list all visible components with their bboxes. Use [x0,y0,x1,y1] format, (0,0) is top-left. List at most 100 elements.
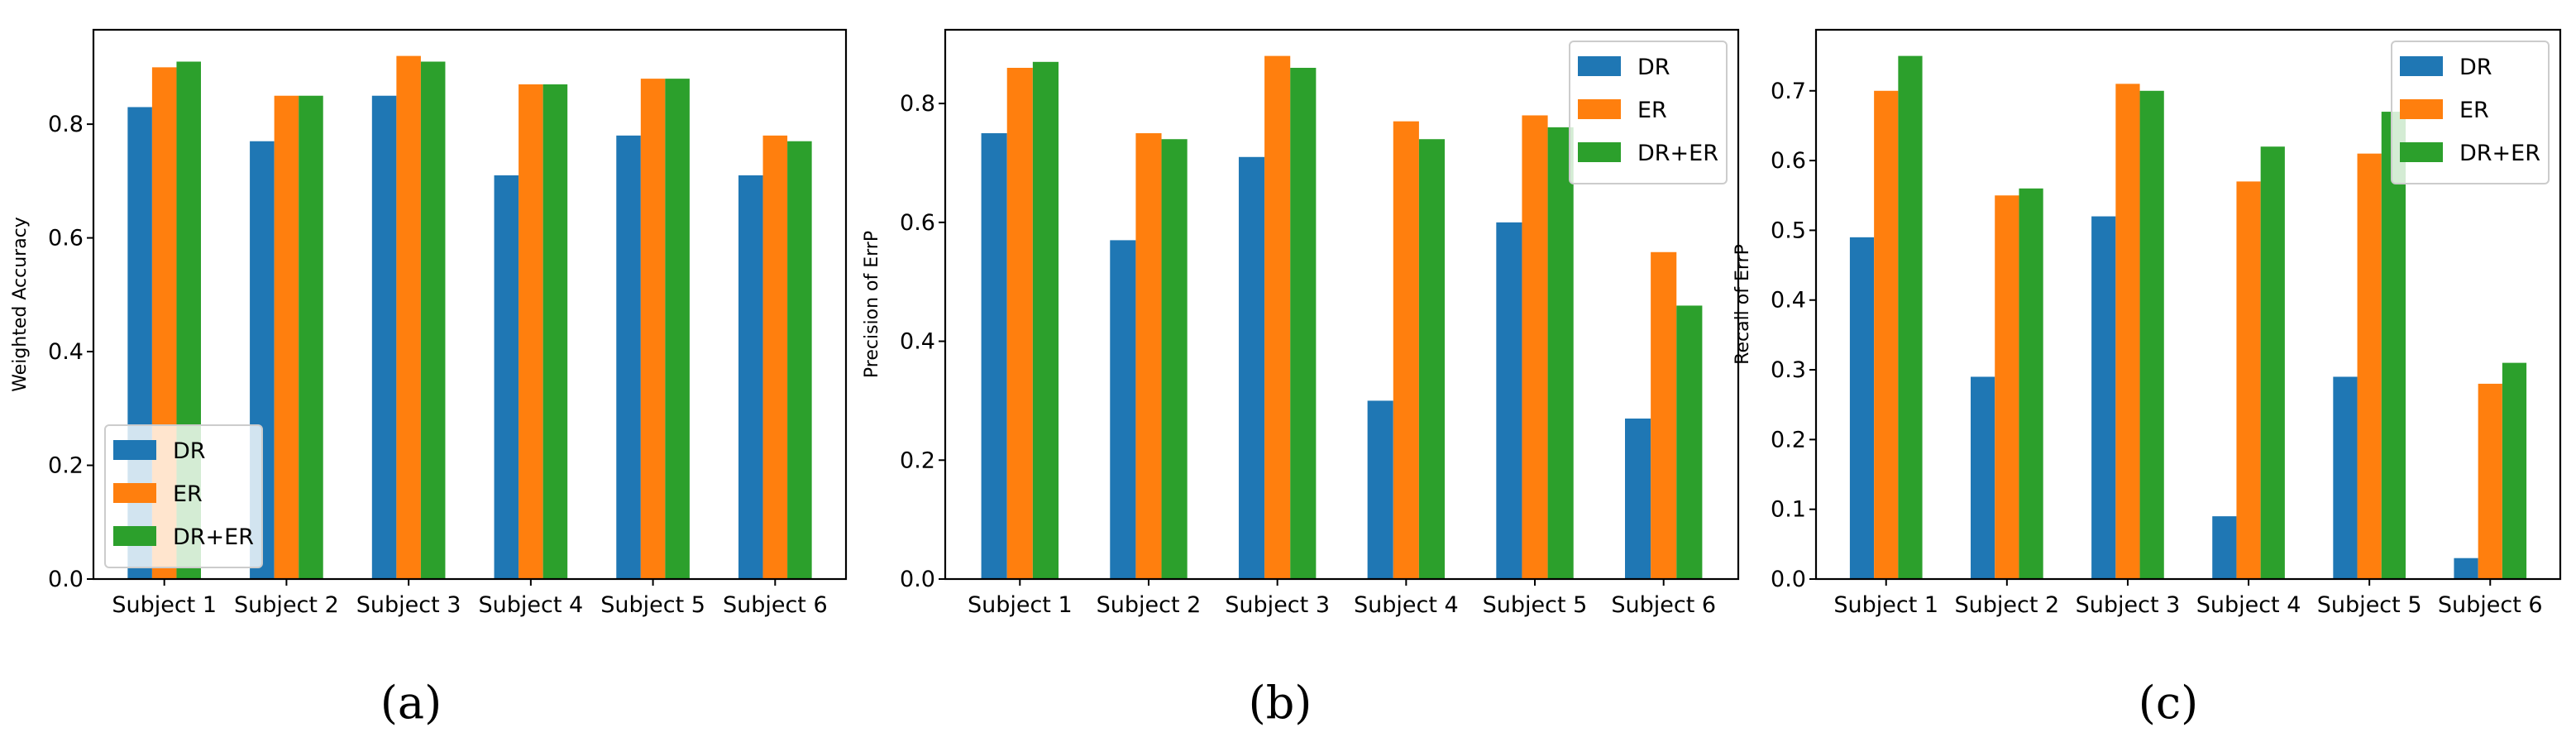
bar-er-5 [1522,115,1548,579]
y-tick-label: 0.2 [1771,427,1806,452]
legend-swatch-er [2400,99,2443,119]
subfigure-caption: (b) [1249,677,1312,729]
bar-er-6 [762,135,788,579]
y-tick-label: 0.8 [48,112,84,137]
bar-dr-3 [1238,156,1265,579]
bar-er-3 [1264,55,1291,580]
bar-er-4 [519,84,543,580]
legend: DR ER DR+ER [2391,41,2550,184]
legend-swatch-dr [1578,56,1621,76]
bar-dr-5 [2333,376,2358,579]
bar-dr-er-3 [2139,90,2164,580]
bar-dr-5 [1496,222,1522,579]
y-tick-label: 0.0 [1771,567,1806,592]
bar-dr-6 [2454,558,2478,579]
subfigure-caption: (c) [2139,677,2198,729]
bar-dr-2 [1971,376,1995,579]
y-tick-label: 0.6 [1771,148,1806,174]
x-tick-label: Subject 5 [1483,592,1588,618]
legend-label: DR+ER [173,524,254,550]
y-tick-label: 0.8 [900,91,935,117]
y-axis-label: Precision of ErrP [862,231,882,378]
bar-er-2 [1995,195,2019,579]
bar-dr-er-4 [2260,146,2285,579]
bar-dr-2 [1110,240,1136,579]
chart-b: 0.0 0.2 0.4 0.6 0.8 Subject 1 Subject 2 Subject… [862,28,1740,729]
legend-label: DR+ER [2459,141,2540,166]
bar-dr-er-4 [542,84,568,580]
bar-dr-er-2 [2019,188,2043,580]
legend-swatch-er [113,483,156,503]
bar-dr-er-2 [299,95,323,580]
legend-label: ER [173,481,203,507]
bar-dr-3 [2091,216,2116,579]
legend-swatch-dr-er [2400,142,2443,162]
chart-c: 0.0 0.1 0.2 0.3 0.4 0.5 0.6 0.7 Subject 1 Subject… [1732,28,2562,729]
legend-label: DR [173,438,206,464]
subfigure-caption: (a) [380,677,442,729]
legend: DR ER DR+ER [1569,41,1728,184]
bar-dr-er-2 [1161,139,1188,580]
x-tick-label: Subject 1 [968,592,1073,618]
x-tick-label: Subject 6 [723,592,828,618]
bar-er-2 [1135,133,1162,580]
bar-er-6 [1651,251,1677,579]
bar-er-3 [2115,84,2140,580]
y-tick-label: 0.1 [1771,497,1806,523]
x-tick-label: Subject 2 [1954,592,2059,618]
x-tick-label: Subject 1 [112,592,217,618]
y-tick-label: 0.5 [1771,218,1806,243]
x-tick-label: Subject 4 [2196,592,2301,618]
bar-dr-6 [738,175,763,580]
x-tick-label: Subject 1 [1833,592,1938,618]
legend-swatch-dr-er [113,526,156,546]
bar-dr-er-6 [2502,362,2527,579]
legend-label: DR [2459,55,2492,80]
bar-dr-4 [2212,516,2237,579]
x-tick-label: Subject 5 [600,592,705,618]
bar-er-1 [1006,67,1033,580]
y-tick-label: 0.4 [900,329,935,355]
bar-dr-er-5 [1547,127,1574,580]
bar-er-1 [1874,90,1899,580]
axes-frame [92,28,848,581]
x-tick-label: Subject 4 [479,592,584,618]
legend-swatch-er [1578,99,1621,119]
x-tick-label: Subject 2 [234,592,339,618]
y-tick-label: 0.2 [48,453,84,479]
bar-er-4 [2236,181,2261,579]
y-tick-label: 0.0 [900,567,935,592]
y-axis-label: Weighted Accuracy [10,217,31,392]
x-tick-label: Subject 6 [1611,592,1716,618]
y-tick-label: 0.4 [48,339,84,365]
bar-er-5 [2357,153,2382,579]
legend-label: ER [1637,98,1667,123]
bar-dr-er-6 [787,141,812,580]
y-axis-label: Recall of ErrP [1732,244,1753,365]
x-tick-label: Subject 5 [2317,592,2422,618]
y-tick-label: 0.6 [900,210,935,236]
bar-dr-er-1 [1032,61,1059,580]
chart-a: 0.0 0.2 0.4 0.6 0.8 Subject 1 Subject 2 Subject… [10,28,848,729]
bar-dr-er-5 [665,79,690,579]
bar-dr-er-6 [1676,305,1703,579]
legend-label: DR [1637,55,1670,80]
bar-dr-1 [1849,237,1875,579]
bar-er-3 [396,55,421,580]
bar-dr-er-3 [420,61,446,580]
legend-label: DR+ER [1637,141,1718,166]
legend-swatch-dr [113,440,156,460]
x-tick-label: Subject 3 [356,592,461,618]
axes-frame [944,28,1740,581]
bar-dr-1 [981,133,1007,580]
y-tick-label: 0.0 [48,567,84,592]
axes-frame [1814,28,2562,581]
bar-er-5 [640,79,666,579]
x-tick-label: Subject 4 [1354,592,1459,618]
bar-dr-er-1 [1898,55,1923,580]
y-tick-label: 0.7 [1771,79,1806,104]
y-tick-label: 0.6 [48,226,84,251]
bar-dr-5 [616,135,641,579]
